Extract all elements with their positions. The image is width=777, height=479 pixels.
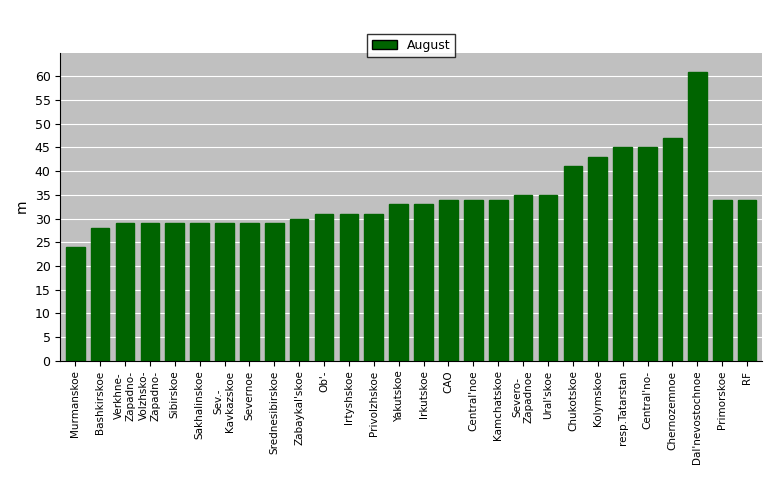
Bar — [240, 223, 259, 361]
Bar — [563, 166, 582, 361]
Legend: August: August — [367, 34, 455, 57]
Bar — [340, 214, 358, 361]
Bar — [439, 200, 458, 361]
Bar — [290, 218, 308, 361]
Bar — [538, 195, 557, 361]
Bar — [141, 223, 159, 361]
Bar — [588, 157, 607, 361]
Bar — [364, 214, 383, 361]
Bar — [265, 223, 284, 361]
Bar — [116, 223, 134, 361]
Bar — [215, 223, 234, 361]
Bar — [414, 205, 433, 361]
Bar — [688, 71, 706, 361]
Bar — [613, 148, 632, 361]
Bar — [514, 195, 532, 361]
Bar — [315, 214, 333, 361]
Bar — [663, 138, 681, 361]
Bar — [638, 148, 657, 361]
Bar — [166, 223, 184, 361]
Bar — [489, 200, 507, 361]
Bar — [713, 200, 731, 361]
Bar — [464, 200, 483, 361]
Y-axis label: m: m — [15, 200, 29, 214]
Bar — [389, 205, 408, 361]
Bar — [91, 228, 110, 361]
Bar — [737, 200, 756, 361]
Bar — [66, 247, 85, 361]
Bar — [190, 223, 209, 361]
